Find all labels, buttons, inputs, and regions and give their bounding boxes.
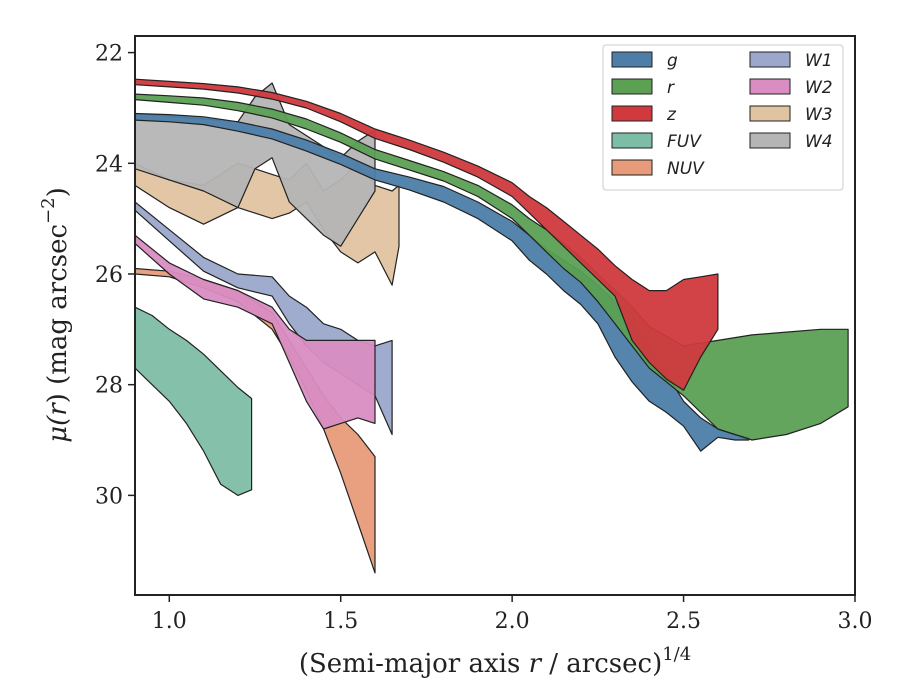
x-tick-label: 2.5	[666, 609, 701, 634]
legend-label-w4: W4	[805, 132, 833, 152]
legend-swatch-fuv	[611, 132, 653, 149]
legend-swatch-nuv	[611, 159, 653, 176]
y-tick-label: 28	[95, 374, 123, 399]
legend-swatch-w1	[749, 51, 791, 68]
legend-label-r: r	[667, 78, 675, 98]
series-band-w2	[135, 234, 376, 430]
y-tick-label: 22	[95, 42, 123, 67]
y-tick-label: 30	[95, 484, 123, 509]
legend-swatch-w4	[749, 132, 791, 149]
legend-swatch-z	[611, 105, 653, 122]
legend-label-fuv: FUV	[667, 132, 702, 152]
y-axis-label: μ(r) (mag arcsec−2)	[38, 187, 73, 443]
x-tick-label: 1.5	[323, 609, 358, 634]
x-tick-label: 2.0	[495, 609, 530, 634]
series-band-fuv	[135, 306, 253, 496]
legend-swatch-g	[611, 51, 653, 68]
legend-swatch-r	[611, 78, 653, 95]
legend-label-w2: W2	[805, 78, 833, 98]
y-tick-label: 24	[95, 152, 123, 177]
axis-ticks: 1.0 1.5 2.0 2.5 3.0 22 24 26 28 30	[95, 42, 873, 634]
legend-label-z: z	[666, 105, 677, 125]
legend-swatch-w3	[749, 105, 791, 122]
x-tick-label: 1.0	[152, 609, 187, 634]
x-axis-label: (Semi-major axis r / arcsec)1/4	[299, 644, 691, 679]
legend-label-w3: W3	[805, 105, 833, 125]
y-tick-label: 26	[95, 263, 123, 288]
legend-label-w1: W1	[805, 51, 833, 71]
series-bands	[135, 78, 849, 574]
series-band-g	[135, 112, 750, 452]
legend-label-nuv: NUV	[667, 159, 705, 179]
legend: grz FUV NUV W1 W2 W3 W4	[602, 44, 844, 191]
x-tick-label: 3.0	[838, 609, 873, 634]
legend-label-g: g	[667, 51, 678, 71]
series-band-z	[135, 78, 719, 391]
legend-swatch-w2	[749, 78, 791, 95]
plot-frame	[134, 35, 856, 596]
series-band-w1	[135, 201, 393, 436]
